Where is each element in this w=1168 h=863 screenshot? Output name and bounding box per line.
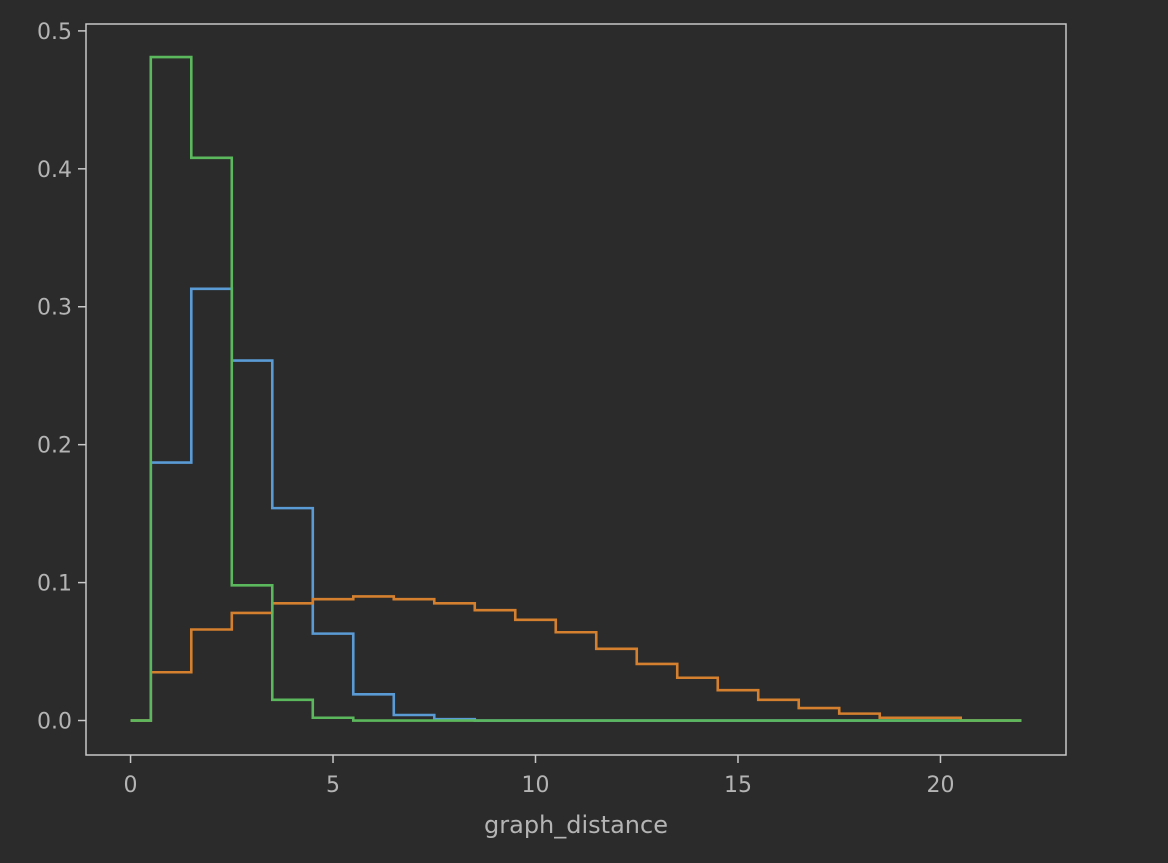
y-tick-label: 0.1 (37, 572, 72, 597)
y-tick-label: 0.4 (37, 158, 72, 183)
x-tick-label: 0 (124, 773, 138, 798)
series-line-2 (130, 595, 1022, 722)
x-tick-label: 15 (724, 773, 752, 798)
y-tick-label: 0.5 (37, 20, 72, 45)
x-tick-label: 20 (926, 773, 954, 798)
y-tick-label: 0.2 (37, 434, 72, 459)
axes-frame (85, 23, 1067, 756)
x-tick-label: 5 (326, 773, 340, 798)
y-tick-label: 0.3 (37, 296, 72, 321)
series-line-3 (130, 55, 1022, 722)
y-tick-label: 0.0 (37, 710, 72, 735)
x-tick-label: 10 (522, 773, 550, 798)
x-axis-label: graph_distance (484, 811, 668, 839)
series-line-1 (130, 287, 1022, 722)
ticks-layer: 0 5 10 15 20 0.0 0.1 0.2 0.3 0.4 0.5 (37, 20, 954, 798)
series-layer (130, 55, 1022, 722)
